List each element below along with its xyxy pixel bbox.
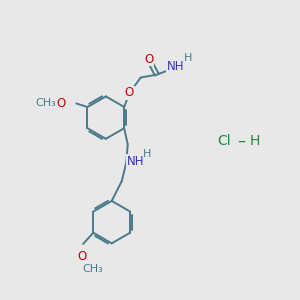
Text: NH: NH bbox=[167, 60, 184, 73]
Text: NH: NH bbox=[127, 155, 144, 168]
Text: O: O bbox=[144, 53, 153, 66]
Text: H: H bbox=[249, 134, 260, 148]
Text: H: H bbox=[143, 149, 152, 159]
Text: O: O bbox=[125, 86, 134, 99]
Text: Cl: Cl bbox=[217, 134, 230, 148]
Text: O: O bbox=[56, 97, 66, 110]
Text: H: H bbox=[184, 53, 192, 63]
Text: –: – bbox=[237, 134, 245, 149]
Text: CH₃: CH₃ bbox=[35, 98, 56, 109]
Text: CH₃: CH₃ bbox=[82, 264, 103, 274]
Text: O: O bbox=[78, 250, 87, 263]
